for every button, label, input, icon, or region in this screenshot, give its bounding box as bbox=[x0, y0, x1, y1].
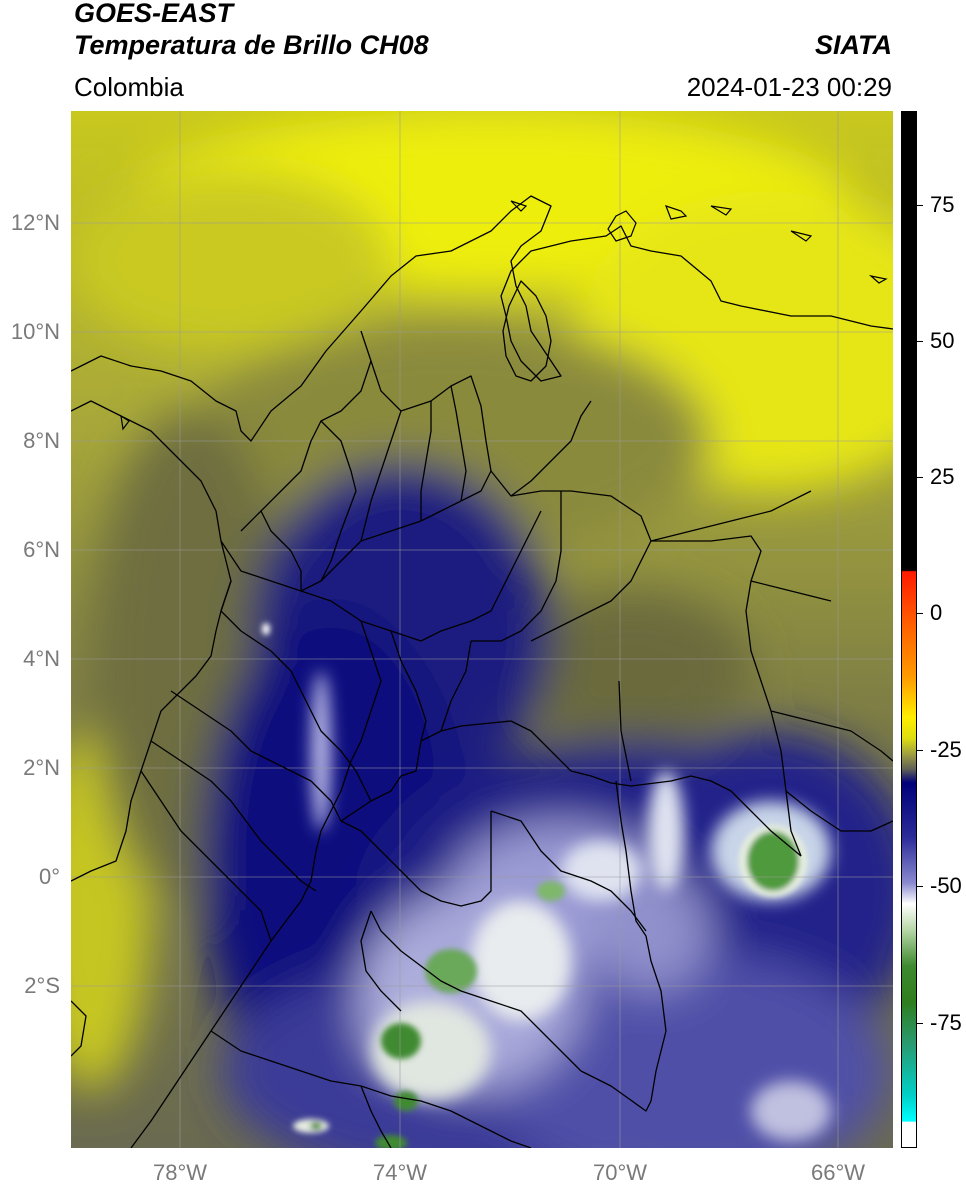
lat-tick-12n: 12°N bbox=[10, 210, 60, 235]
lon-tick-74w: 74°W bbox=[372, 1160, 428, 1185]
lat-tick-4n: 4°N bbox=[23, 646, 60, 671]
timestamp-label: 2024-01-23 00:29 bbox=[686, 72, 892, 102]
political-boundaries bbox=[71, 195, 893, 1148]
colorbar-tick-neg50: -50 bbox=[930, 873, 962, 898]
satellite-map[interactable] bbox=[71, 111, 893, 1148]
lat-tick-8n: 8°N bbox=[23, 428, 60, 453]
lat-tick-2n: 2°N bbox=[23, 755, 60, 780]
lat-tick-0: 0° bbox=[38, 864, 60, 889]
colorbar-gradient bbox=[902, 112, 916, 1147]
colorbar-tickmark bbox=[917, 886, 923, 887]
lat-tick-6n: 6°N bbox=[23, 537, 60, 562]
coldest-green-cores bbox=[262, 623, 807, 1148]
colorbar-tickmark bbox=[917, 477, 923, 478]
islands bbox=[120, 200, 888, 431]
colorbar bbox=[901, 111, 917, 1148]
colorbar-tickmark bbox=[917, 205, 923, 206]
map-canvas bbox=[71, 111, 893, 1148]
lon-tick-78w: 78°W bbox=[152, 1160, 208, 1185]
colorbar-tickmark bbox=[917, 1023, 923, 1024]
brand-label: SIATA bbox=[815, 30, 892, 60]
lon-tick-70w: 70°W bbox=[592, 1160, 648, 1185]
lon-tick-66w: 66°W bbox=[810, 1160, 866, 1185]
colorbar-tick-neg75: -75 bbox=[930, 1010, 962, 1035]
graticule bbox=[71, 111, 893, 1148]
colorbar-tick-50: 50 bbox=[930, 328, 955, 353]
colorbar-tick-0: 0 bbox=[930, 600, 943, 625]
lat-tick-2s: 2°S bbox=[24, 973, 60, 998]
colorbar-tick-neg25: -25 bbox=[930, 737, 962, 762]
title-product: Temperatura de Brillo CH08 bbox=[74, 30, 429, 60]
title-satellite: GOES-EAST bbox=[74, 0, 234, 28]
region-label: Colombia bbox=[74, 72, 184, 102]
colorbar-tickmark bbox=[917, 341, 923, 342]
colorbar-tickmark bbox=[917, 750, 923, 751]
colorbar-tick-75: 75 bbox=[930, 192, 955, 217]
colorbar-tick-25: 25 bbox=[930, 464, 955, 489]
colorbar-tickmark bbox=[917, 613, 923, 614]
lat-tick-10n: 10°N bbox=[10, 319, 60, 344]
